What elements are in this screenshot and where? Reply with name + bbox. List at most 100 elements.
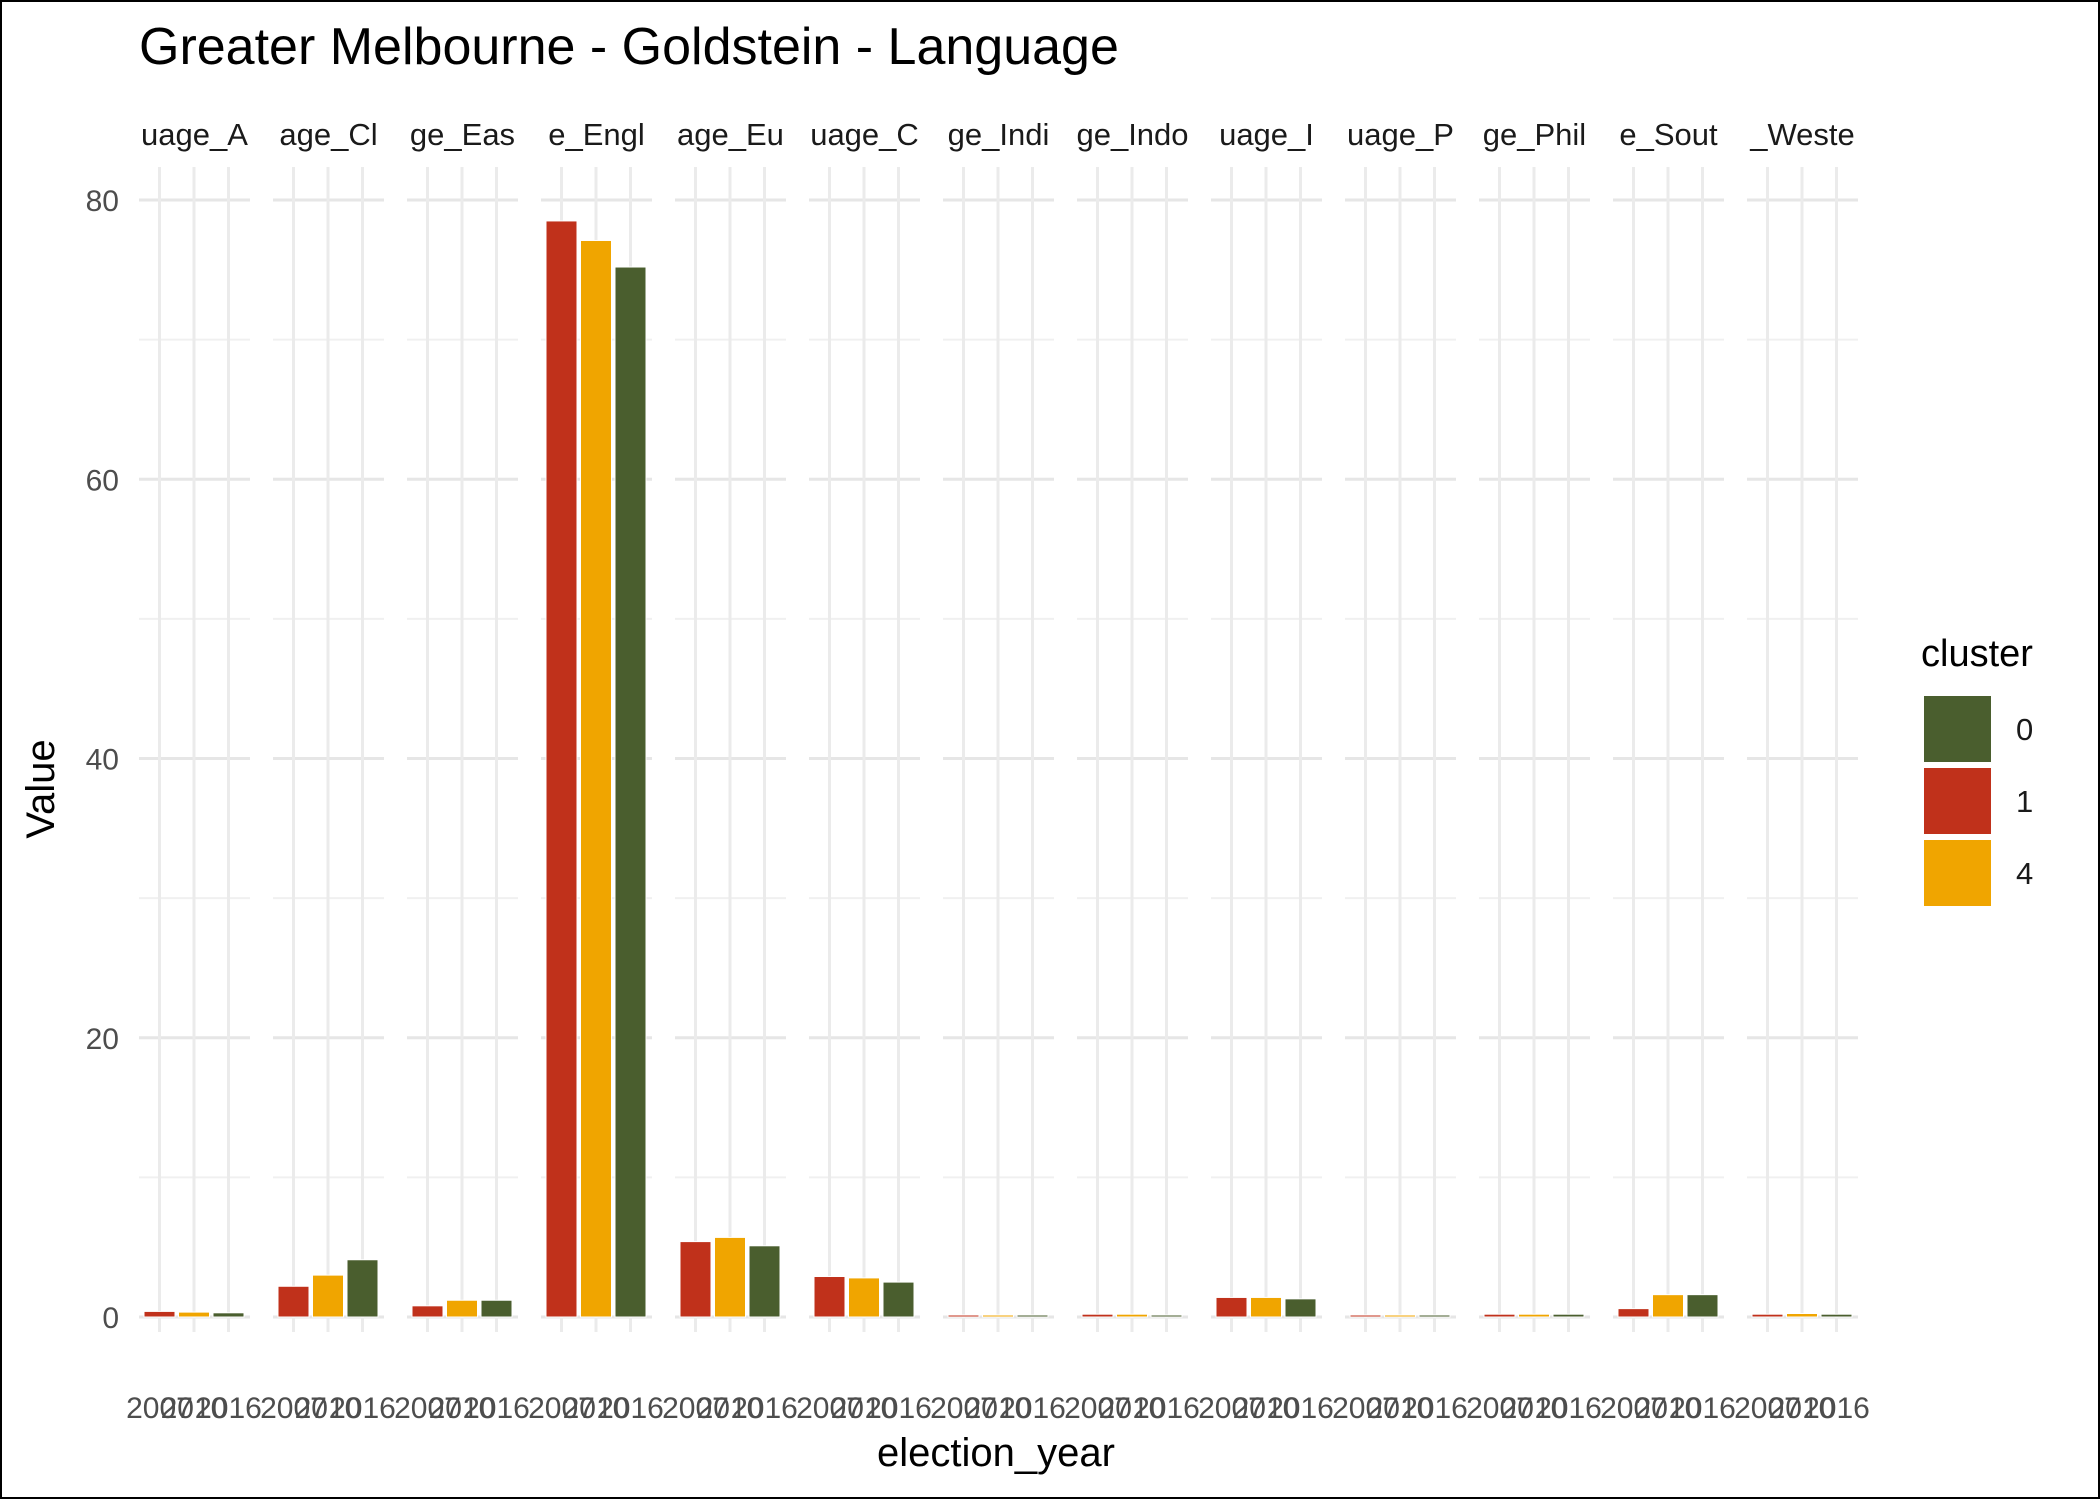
bar [346,1259,379,1318]
bar [1483,1313,1516,1318]
x-tick-label: 2010 [295,1392,362,1425]
facet-label: ge_Indi [948,117,1050,152]
bar [1518,1313,1550,1318]
x-tick-label: 2010 [429,1392,496,1425]
y-tick-label: 20 [86,1023,119,1056]
chart-title: Greater Melbourne - Goldstein - Language [139,18,1119,76]
bar [277,1285,310,1318]
bar [1016,1314,1049,1318]
x-tick-label: 2016 [329,1392,396,1425]
facet-label: ge_Phil [1483,117,1586,152]
bar [1751,1313,1784,1318]
x-tick-label: 2007 [662,1392,729,1425]
legend-label: 0 [2016,712,2033,747]
x-tick-label: 2010 [1367,1392,1434,1425]
bar [1384,1314,1416,1318]
facet-label: _Weste [1749,117,1855,152]
bar [178,1311,210,1318]
bar [1150,1314,1183,1318]
x-tick-label: 2016 [1133,1392,1200,1425]
x-tick-label: 2010 [965,1392,1032,1425]
bar [982,1314,1014,1318]
legend-label: 4 [2016,856,2033,891]
y-tick-label: 80 [86,185,119,218]
x-axis-title: election_year [877,1431,1115,1475]
bar [813,1276,846,1318]
bar [679,1241,712,1318]
x-tick-label: 2007 [930,1392,997,1425]
bar [580,239,612,1318]
x-tick-label: 2007 [1064,1392,1131,1425]
facet-strips: uage_A age_Cl ge_Eas e_Engl age_Eu uage_C ge_I… [141,117,1855,152]
x-tick-label: 2010 [1233,1392,1300,1425]
y-tick-label: 60 [86,464,119,497]
x-tick-label: 2007 [260,1392,327,1425]
x-tick-label: 2007 [126,1392,193,1425]
x-tick-label: 2016 [999,1392,1066,1425]
x-tick-label: 2010 [1099,1392,1166,1425]
x-tick-label: 2016 [1803,1392,1870,1425]
x-tick-label: 2010 [1769,1392,1836,1425]
x-tick-label: 2010 [1501,1392,1568,1425]
x-tick-label: 2007 [1734,1392,1801,1425]
bar [848,1277,880,1318]
y-axis-title: Value [19,739,63,838]
bar [1116,1313,1148,1318]
x-tick-label: 2007 [1600,1392,1667,1425]
bars-layer [143,220,1853,1318]
x-tick-label: 2007 [528,1392,595,1425]
x-tick-label: 2007 [394,1392,461,1425]
facet-label: ge_Eas [410,117,515,152]
facet-label: ge_Indo [1076,117,1188,152]
bar [614,266,647,1318]
bar [1215,1296,1248,1318]
bar [1284,1298,1317,1318]
x-tick-label: 2016 [731,1392,798,1425]
bar [1652,1294,1684,1318]
facet-label: uage_A [141,117,248,152]
x-tick-label: 2010 [161,1392,228,1425]
bar [947,1314,980,1318]
x-tick-label: 2010 [563,1392,630,1425]
facet-label: e_Engl [548,117,645,152]
legend-title: cluster [1921,633,2033,675]
legend-key [1924,696,1991,762]
legend: 0 1 4 [1924,696,2033,906]
facet-label: uage_P [1347,117,1454,152]
bar [1552,1313,1585,1318]
bar [748,1245,781,1318]
facet-label: e_Sout [1619,117,1718,152]
x-tick-label: 2016 [597,1392,664,1425]
x-tick-label: 2016 [463,1392,530,1425]
x-tick-label: 2010 [697,1392,764,1425]
bar [1617,1308,1650,1318]
bar [1250,1296,1282,1318]
x-tick-label: 2016 [195,1392,262,1425]
bar [714,1236,746,1318]
y-axis: 0 20 40 60 80 [86,185,119,1335]
bar [545,220,578,1318]
x-tick-label: 2007 [1466,1392,1533,1425]
x-tick-label: 2010 [831,1392,898,1425]
bar [882,1281,915,1318]
bar [1786,1313,1818,1318]
bar [1081,1313,1114,1318]
grid-layer [139,167,1858,1332]
bar [446,1299,478,1318]
x-tick-label: 2010 [1635,1392,1702,1425]
y-tick-label: 40 [86,744,119,777]
facet-label: age_Cl [279,117,377,152]
facet-label: age_Eu [677,117,784,152]
facet-label: uage_C [810,117,919,152]
x-tick-label: 2016 [1401,1392,1468,1425]
x-tick-label: 2007 [796,1392,863,1425]
bar [312,1274,344,1318]
y-tick-label: 0 [102,1302,119,1335]
legend-key [1924,768,1991,834]
bar [1418,1314,1451,1318]
legend-key [1924,840,1991,906]
x-tick-label: 2007 [1332,1392,1399,1425]
bar [1349,1314,1382,1318]
